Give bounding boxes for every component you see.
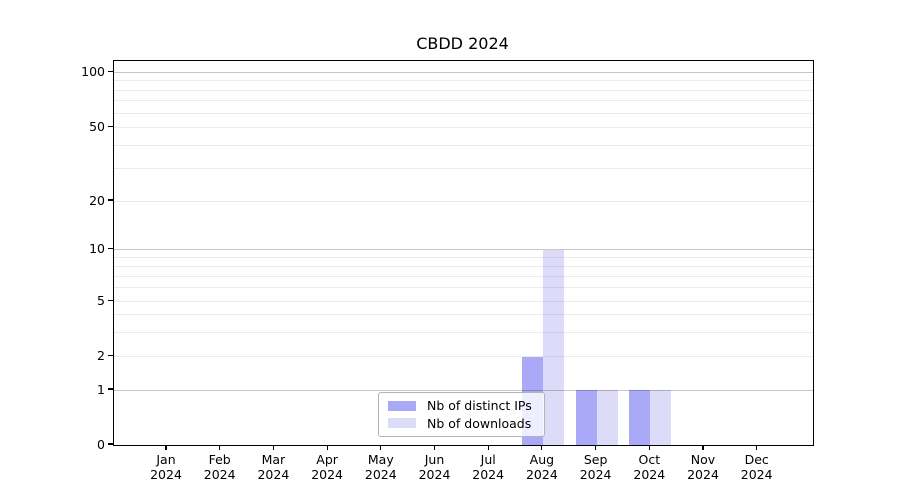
x-tick-label-aug: Aug 2024 — [525, 452, 558, 482]
gridline-minor — [114, 112, 813, 114]
gridline-minor — [114, 127, 813, 128]
y-tick-label: 0 — [97, 436, 105, 452]
x-tick-label-dec: Dec 2024 — [740, 452, 773, 482]
legend-item-downloads: Nb of downloads — [388, 415, 536, 433]
gridline-major — [114, 71, 813, 73]
y-tick-label: 10 — [89, 241, 105, 256]
x-axis-tick — [487, 445, 489, 450]
x-tick-label-nov: Nov 2024 — [687, 452, 719, 482]
x-axis-tick — [756, 445, 758, 450]
x-axis-tick — [380, 445, 382, 450]
x-axis-tick — [326, 445, 328, 450]
x-tick-label-jul: Jul 2024 — [472, 452, 505, 482]
y-tick-label: 100 — [81, 63, 105, 79]
x-axis-tick — [648, 445, 650, 450]
x-tick-label-oct: Oct 2024 — [633, 452, 666, 482]
plot-area — [113, 60, 814, 446]
y-axis-tick — [108, 354, 113, 357]
bar-distinct-ips-oct — [629, 390, 651, 445]
gridline-minor — [114, 355, 813, 357]
y-axis-tick — [108, 125, 113, 128]
bar-downloads-aug — [542, 249, 564, 445]
x-axis-tick — [165, 445, 167, 450]
x-axis-tick — [702, 445, 704, 450]
gridline-minor — [114, 300, 813, 302]
legend-label-downloads: Nb of downloads — [427, 415, 532, 431]
y-axis-tick — [108, 299, 113, 302]
gridline-minor — [114, 331, 813, 333]
gridline-minor — [114, 265, 813, 267]
gridline-major — [114, 389, 813, 391]
legend-swatch-downloads — [388, 418, 416, 429]
x-axis-tick — [219, 445, 221, 450]
x-tick-label-feb: Feb 2024 — [203, 452, 236, 482]
gridline-minor — [114, 314, 813, 316]
x-tick-label-jun: Jun 2024 — [418, 452, 451, 482]
y-tick-label: 1 — [97, 381, 105, 397]
x-tick-label-apr: Apr 2024 — [311, 452, 343, 482]
y-axis-tick — [108, 247, 113, 250]
legend-label-distinct-ips: Nb of distinct IPs — [427, 398, 532, 414]
x-tick-label-may: May 2024 — [364, 452, 397, 482]
x-tick-label-sep: Sep 2024 — [579, 452, 612, 482]
gridline-minor — [114, 80, 813, 82]
gridline-minor — [114, 89, 813, 91]
x-axis-tick — [541, 445, 543, 450]
y-tick-label: 20 — [89, 192, 105, 208]
bar-downloads-sep — [596, 390, 618, 445]
x-axis-tick — [595, 445, 597, 450]
x-axis-tick — [433, 445, 436, 450]
y-tick-label: 5 — [97, 292, 105, 308]
gridline-minor — [114, 200, 813, 202]
gridline-minor — [114, 287, 813, 289]
gridline-minor — [114, 144, 813, 146]
x-axis-tick — [272, 445, 274, 450]
y-axis-tick — [108, 388, 113, 390]
bar-distinct-ips-sep — [575, 390, 597, 445]
y-axis-tick — [108, 70, 113, 73]
y-tick-label: 50 — [89, 119, 105, 134]
y-tick-label: 2 — [97, 347, 105, 363]
gridline-major — [114, 249, 813, 250]
legend-swatch-distinct-ips — [388, 400, 416, 411]
gridline-minor — [114, 167, 813, 169]
chart-title: CBDD 2024 — [416, 34, 509, 53]
gridline-minor — [114, 256, 813, 258]
y-axis-tick — [108, 443, 113, 445]
y-axis-tick — [108, 199, 113, 201]
legend: Nb of distinct IPs Nb of downloads — [378, 392, 545, 437]
gridline-minor — [114, 100, 813, 102]
bar-downloads-oct — [650, 390, 672, 445]
x-tick-label-jan: Jan 2024 — [150, 452, 182, 482]
x-tick-label-mar: Mar 2024 — [257, 452, 290, 482]
gridline-minor — [114, 275, 813, 277]
legend-item-distinct-ips: Nb of distinct IPs — [388, 397, 536, 415]
